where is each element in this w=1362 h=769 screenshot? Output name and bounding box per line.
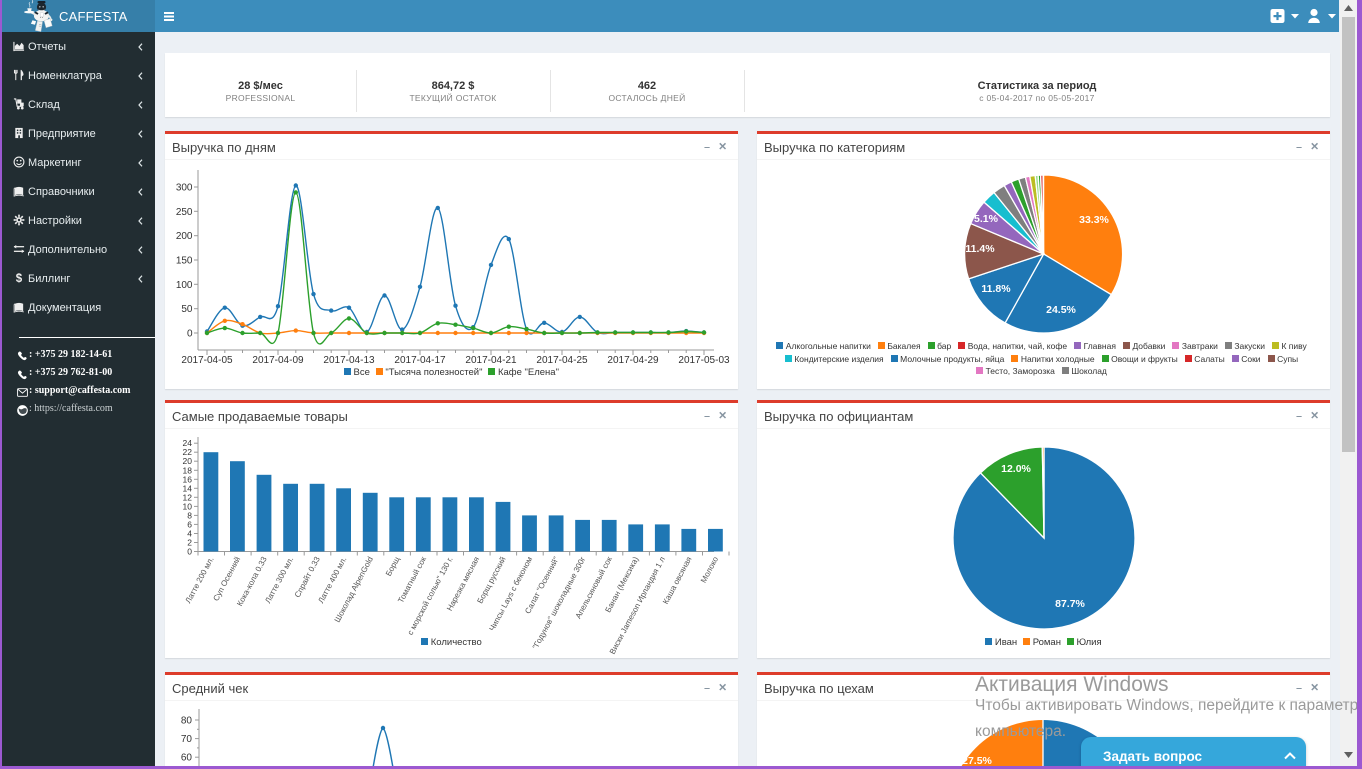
svg-text:5.1%: 5.1%	[974, 213, 999, 225]
svg-text:2017-05-03: 2017-05-03	[678, 355, 730, 366]
svg-text:4: 4	[187, 529, 192, 539]
svg-text:250: 250	[176, 207, 193, 218]
svg-text:2017-04-13: 2017-04-13	[323, 355, 375, 366]
svg-text:Спрайт 0.33: Спрайт 0.33	[293, 555, 322, 599]
svg-text:60: 60	[181, 753, 193, 764]
svg-text:0: 0	[187, 329, 193, 340]
svg-text:2017-04-25: 2017-04-25	[536, 355, 588, 366]
svg-text:33.3%: 33.3%	[1079, 214, 1109, 226]
svg-text:12.0%: 12.0%	[1001, 463, 1031, 475]
svg-text:Суп Осенний: Суп Осенний	[211, 555, 242, 602]
svg-text:200: 200	[176, 231, 193, 242]
svg-text:2017-04-29: 2017-04-29	[607, 355, 659, 366]
svg-text:27.5%: 27.5%	[962, 755, 992, 767]
svg-text:14: 14	[183, 483, 193, 493]
svg-text:22: 22	[183, 447, 193, 457]
svg-text:16: 16	[183, 474, 193, 484]
svg-text:12: 12	[183, 492, 193, 502]
svg-text:2017-04-17: 2017-04-17	[394, 355, 446, 366]
svg-text:6: 6	[187, 519, 192, 529]
svg-text:$: $	[16, 273, 23, 284]
svg-text:80: 80	[181, 716, 193, 727]
svg-text:24.5%: 24.5%	[1046, 304, 1076, 316]
svg-text:Молоко: Молоко	[699, 555, 720, 585]
svg-text:50: 50	[181, 304, 193, 315]
svg-text:8: 8	[187, 510, 192, 520]
svg-text:Каша овсяная: Каша овсяная	[661, 555, 694, 605]
svg-text:70: 70	[181, 734, 193, 745]
svg-text:Латте 300 мл.: Латте 300 мл.	[263, 555, 295, 605]
svg-text:11.4%: 11.4%	[965, 243, 995, 255]
svg-text:2017-04-09: 2017-04-09	[252, 355, 304, 366]
svg-text:0: 0	[187, 547, 192, 557]
svg-text:2017-04-21: 2017-04-21	[465, 355, 517, 366]
svg-text:20: 20	[183, 456, 193, 466]
svg-text:300: 300	[176, 183, 193, 194]
svg-text:100: 100	[176, 280, 193, 291]
svg-text:18: 18	[183, 465, 193, 475]
svg-text:2: 2	[187, 538, 192, 548]
svg-text:2017-04-05: 2017-04-05	[181, 355, 233, 366]
svg-text:150: 150	[176, 256, 193, 267]
svg-text:Борщ: Борщ	[384, 555, 402, 578]
svg-text:11.8%: 11.8%	[981, 283, 1011, 295]
svg-text:87.7%: 87.7%	[1055, 598, 1085, 610]
svg-text:24: 24	[183, 438, 193, 448]
svg-text:10: 10	[183, 501, 193, 511]
